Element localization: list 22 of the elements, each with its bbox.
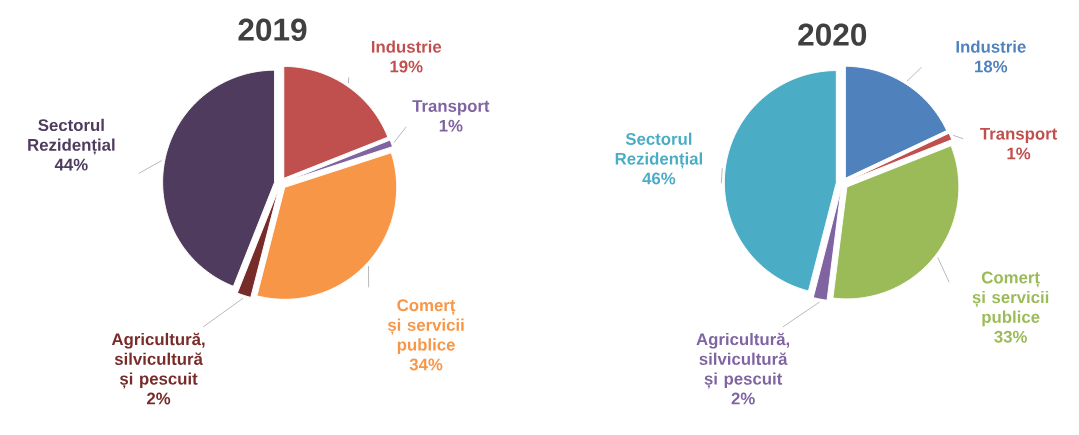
data-label: 46% [642,172,676,185]
slice-label: Agricultură, silvicultură și pescuit [696,332,790,389]
slice-label: Comerț și servicii publice [387,299,464,355]
data-label: 19% [390,60,423,73]
data-label: 2% [147,392,171,405]
slice-label: Industrie [371,40,442,53]
slice-label: Transport [412,100,490,116]
slice-label: Sectorul Rezidențial [28,118,115,155]
slice-label: Comerț și servicii publice [972,271,1049,327]
slice-label: Industrie [956,40,1026,53]
data-label: 2% [731,392,755,405]
slice-label: Sectorul Rezidențial [615,132,703,169]
slice-label: Agricultură, silvicultură și pescuit [111,332,205,389]
data-label: 33% [994,330,1027,343]
data-label: 1% [439,119,463,132]
slice-label: Transport [980,127,1058,143]
chart-title: 2019 [238,18,307,41]
data-label: 44% [54,158,88,171]
data-label: 1% [1007,147,1031,160]
chart-title: 2020 [798,23,867,46]
data-label: 34% [409,358,443,371]
data-label: 18% [975,60,1008,73]
